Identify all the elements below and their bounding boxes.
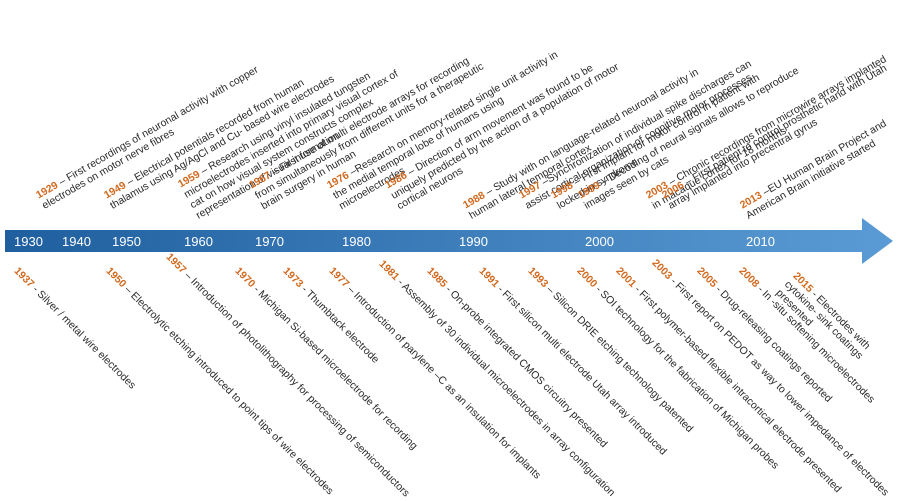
decade-label: 1960 xyxy=(184,234,213,249)
decade-label: 1940 xyxy=(62,234,91,249)
decade-label: 1950 xyxy=(112,234,141,249)
decade-label: 1990 xyxy=(459,234,488,249)
decade-label: 1980 xyxy=(342,234,371,249)
decade-label: 2010 xyxy=(746,234,775,249)
decade-label: 1930 xyxy=(14,234,43,249)
decade-label: 1970 xyxy=(255,234,284,249)
decade-label: 2000 xyxy=(585,234,614,249)
decade-labels: 1930 1940 1950 1960 1970 1980 1990 2000 2010 xyxy=(14,234,775,249)
timeline-arrow-body xyxy=(5,218,893,264)
